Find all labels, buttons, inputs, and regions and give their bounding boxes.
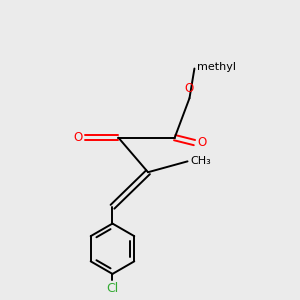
Text: O: O (185, 82, 194, 95)
Text: O: O (73, 131, 83, 144)
Text: methyl: methyl (197, 62, 236, 72)
Text: O: O (197, 136, 207, 149)
Text: CH₃: CH₃ (190, 156, 211, 167)
Text: Cl: Cl (106, 282, 119, 295)
